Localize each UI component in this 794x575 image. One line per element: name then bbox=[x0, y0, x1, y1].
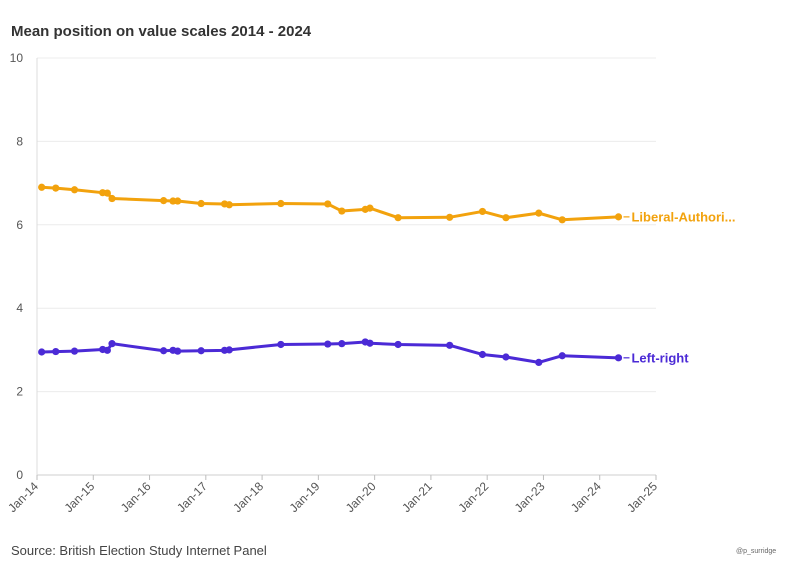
y-tick-label: 8 bbox=[16, 134, 23, 148]
data-point bbox=[394, 340, 402, 349]
x-tick-label: Jan-21 bbox=[399, 479, 435, 515]
data-point bbox=[70, 186, 79, 194]
data-point bbox=[174, 347, 182, 355]
series-1: Left-right bbox=[38, 338, 689, 367]
x-tick-label: Jan-24 bbox=[568, 479, 604, 515]
gridlines bbox=[37, 57, 656, 476]
series-label: Left-right bbox=[631, 350, 689, 365]
data-point bbox=[338, 340, 346, 348]
data-point bbox=[225, 346, 233, 354]
x-tick-label: Jan-22 bbox=[455, 479, 491, 515]
series-group: Liberal-Authori... Left-right bbox=[38, 183, 735, 367]
data-point bbox=[614, 354, 623, 362]
credit-watermark: @p_surridge bbox=[736, 548, 777, 555]
y-tick-label: 2 bbox=[16, 385, 23, 399]
x-tick-label: Jan-23 bbox=[512, 479, 548, 515]
series-0: Liberal-Authori... bbox=[38, 183, 735, 224]
data-point bbox=[277, 340, 285, 349]
data-point bbox=[324, 340, 332, 348]
x-tick-label: Jan-18 bbox=[230, 479, 266, 515]
data-point bbox=[225, 201, 233, 209]
data-point bbox=[446, 341, 454, 349]
data-point bbox=[174, 197, 182, 205]
data-point bbox=[478, 207, 487, 216]
data-point bbox=[70, 347, 79, 355]
x-tick-label: Jan-15 bbox=[62, 479, 98, 515]
data-point bbox=[614, 213, 623, 221]
x-tick-label: Jan-19 bbox=[287, 479, 323, 515]
x-tick-label: Jan-16 bbox=[118, 479, 154, 515]
axes: 0 2 4 6 8 10 Jan-14 Jan-15 Jan-16 Jan-17 Jan-18 Jan… bbox=[5, 51, 660, 515]
data-point bbox=[197, 347, 205, 355]
data-point bbox=[394, 214, 402, 222]
data-point bbox=[535, 209, 543, 217]
data-point bbox=[502, 214, 510, 222]
data-point bbox=[52, 184, 60, 192]
data-point bbox=[366, 339, 374, 347]
data-point bbox=[277, 199, 285, 208]
data-point bbox=[38, 348, 46, 356]
x-tick-label: Jan-14 bbox=[5, 479, 41, 515]
data-point bbox=[52, 347, 60, 356]
data-point bbox=[197, 199, 205, 208]
data-point bbox=[103, 346, 111, 354]
data-point bbox=[103, 189, 111, 197]
x-tick-label: Jan-17 bbox=[174, 479, 210, 515]
data-point bbox=[338, 207, 346, 215]
y-tick-label: 10 bbox=[10, 51, 24, 65]
y-tick-label: 6 bbox=[16, 218, 23, 232]
y-tick-label: 0 bbox=[16, 468, 23, 482]
data-point bbox=[160, 347, 168, 355]
data-point bbox=[160, 197, 168, 205]
x-tick-label: Jan-25 bbox=[624, 479, 660, 515]
source-note: Source: British Election Study Internet … bbox=[11, 543, 267, 558]
y-tick-label: 4 bbox=[16, 301, 23, 315]
data-point bbox=[108, 340, 116, 348]
data-point bbox=[446, 213, 454, 221]
data-point bbox=[535, 358, 543, 367]
chart-title: Mean position on value scales 2014 - 202… bbox=[11, 23, 312, 40]
data-point bbox=[324, 200, 332, 208]
data-point bbox=[502, 353, 510, 361]
series-label: Liberal-Authori... bbox=[631, 209, 735, 224]
data-point bbox=[108, 194, 116, 203]
data-point bbox=[558, 216, 566, 224]
data-point bbox=[38, 183, 46, 191]
data-point bbox=[366, 204, 374, 212]
data-point bbox=[558, 352, 566, 360]
x-tick-label: Jan-20 bbox=[343, 479, 379, 515]
data-point bbox=[478, 350, 487, 359]
